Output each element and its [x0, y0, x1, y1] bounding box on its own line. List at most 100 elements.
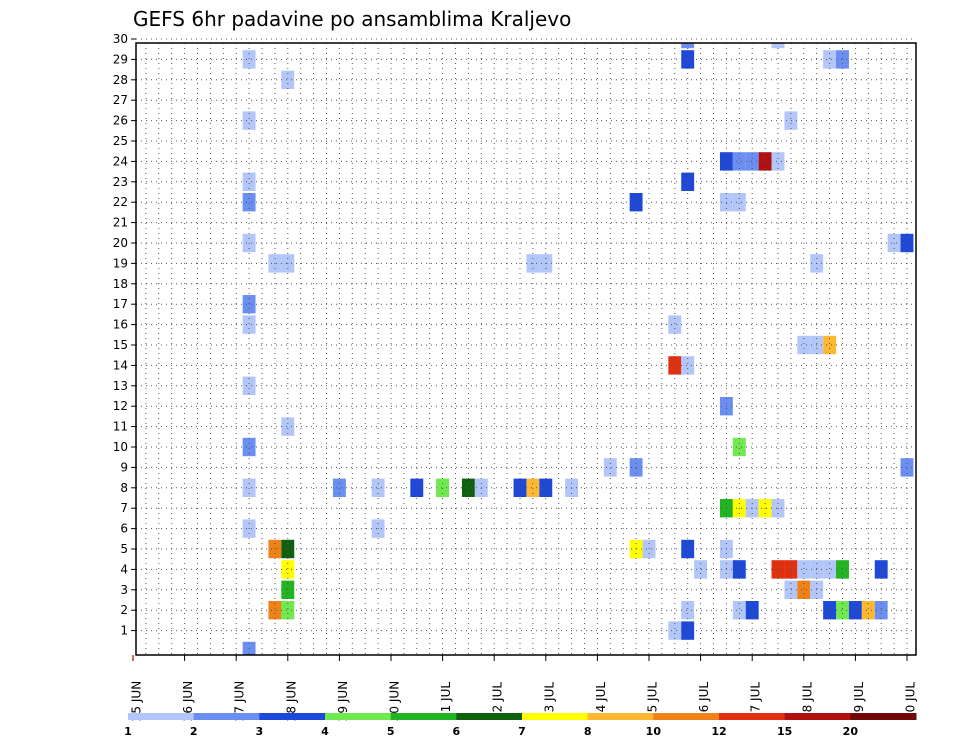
heatmap-cell [745, 152, 759, 171]
colorbar-label: 15 [777, 725, 792, 738]
heatmap-cell [436, 478, 450, 497]
heatmap-cell [784, 111, 798, 130]
heatmap-cell [242, 111, 256, 130]
heatmap-cell [797, 560, 811, 579]
heatmap-cell [281, 580, 295, 599]
x-tick-label: 29 JUN [336, 681, 350, 721]
colorbar-swatch [850, 713, 917, 720]
colorbar-swatch [587, 713, 654, 720]
grid [136, 38, 916, 655]
x-tick-label: 10 JUL [904, 682, 918, 720]
y-tick-label: 20 [113, 236, 128, 250]
heatmap-cell [281, 560, 295, 579]
heatmap-cell [668, 356, 682, 375]
y-tick-label: 15 [113, 338, 128, 352]
colorbar-label: 8 [584, 725, 592, 738]
y-tick-label: 13 [113, 379, 128, 393]
heatmap-cell [823, 50, 837, 69]
y-tick-label: 22 [113, 195, 128, 209]
colorbar-label: 4 [321, 725, 329, 738]
y-tick-label: 21 [113, 216, 128, 230]
heatmap-cell [668, 315, 682, 334]
colorbar-swatch [325, 713, 392, 720]
heatmap-cell [823, 601, 837, 620]
heatmap-cell [694, 560, 708, 579]
heatmap-cell [526, 478, 540, 497]
colorbar-swatch [259, 713, 326, 720]
heatmap-cell [242, 50, 256, 69]
heatmap-cell [823, 560, 837, 579]
y-tick-label: 28 [113, 73, 128, 87]
colorbar-swatch [522, 713, 589, 720]
heatmap-cell [461, 478, 475, 497]
colorbar-swatch [784, 713, 851, 720]
heatmap-cell [732, 193, 746, 212]
y-tick-label: 1 [120, 624, 128, 638]
y-tick-label: 27 [113, 93, 128, 107]
y-tick-label: 25 [113, 134, 128, 148]
colorbar-label: 2 [190, 725, 198, 738]
colorbar-swatch [456, 713, 523, 720]
x-tick-label: 09 JUL [852, 682, 866, 720]
heatmap-cell [539, 478, 553, 497]
heatmap-cell [513, 478, 527, 497]
y-tick-label: 2 [120, 603, 128, 617]
y-tick-label: 6 [120, 522, 128, 536]
heatmap-cell [681, 43, 695, 49]
heatmap-cell [332, 478, 346, 497]
y-tick-label: 29 [113, 52, 128, 66]
x-tick-label: 27 JUN [233, 681, 247, 721]
x-axis: 25 JUN 26 JUN 27 JUN 28 JUN 29 JUN 30 JUN 01 J… [130, 655, 918, 721]
y-tick-label: 23 [113, 175, 128, 189]
y-tick-label: 11 [113, 420, 128, 434]
y-tick-label: 26 [113, 114, 128, 128]
heatmap-cell [281, 417, 295, 436]
heatmap-cell [732, 560, 746, 579]
heatmap-cell [603, 458, 617, 477]
x-tick-label: 26 JUN [181, 681, 195, 721]
y-tick-label: 9 [120, 460, 128, 474]
x-tick-label: 28 JUN [284, 681, 298, 721]
y-tick-label: 14 [113, 358, 128, 372]
y-tick-label: 4 [120, 562, 128, 576]
heatmap-cell [371, 478, 385, 497]
x-tick-label: 25 JUN [130, 681, 144, 721]
y-axis: 1234567891011121314151617181920212223242… [113, 32, 136, 638]
y-tick-label: 30 [113, 32, 128, 46]
heatmap-cell [242, 437, 256, 457]
heatmap-cell [771, 43, 785, 49]
x-tick-label: 07 JUL [749, 682, 763, 720]
heatmap-cell [281, 601, 295, 620]
y-tick-label: 12 [113, 399, 128, 413]
x-tick-label: 03 JUL [542, 682, 556, 720]
heatmap-cell [242, 376, 256, 395]
y-tick-label: 24 [113, 154, 128, 168]
heatmap-cell [797, 335, 811, 355]
heatmap-cell [668, 621, 682, 640]
heatmap-cell [242, 295, 256, 314]
y-tick-label: 5 [120, 542, 128, 556]
heatmap-cell [281, 70, 295, 89]
heatmap-cell [797, 580, 811, 599]
plot-frame [135, 42, 917, 656]
heatmap-cell [861, 601, 875, 620]
x-tick-label: 02 JUL [491, 682, 505, 720]
heatmap-cell [681, 50, 695, 69]
chart-title: GEFS 6hr padavine po ansamblima Kraljevo [133, 7, 571, 31]
x-tick-label: 05 JUL [646, 682, 660, 720]
heatmap-cell [732, 601, 746, 620]
heatmap-cell [836, 560, 849, 579]
heatmap-cells [242, 43, 914, 655]
heatmap-cell [823, 335, 837, 355]
y-tick-label: 8 [120, 481, 128, 495]
heatmap-cell [771, 152, 785, 171]
colorbar-swatch [653, 713, 720, 720]
heatmap-cell [681, 601, 695, 620]
heatmap-cell [745, 601, 759, 620]
heatmap-cell [242, 172, 256, 191]
colorbar-label: 6 [453, 725, 461, 738]
colorbar-swatch [128, 713, 195, 720]
heatmap-cell [732, 437, 746, 457]
x-tick-label: 08 JUL [800, 682, 814, 720]
